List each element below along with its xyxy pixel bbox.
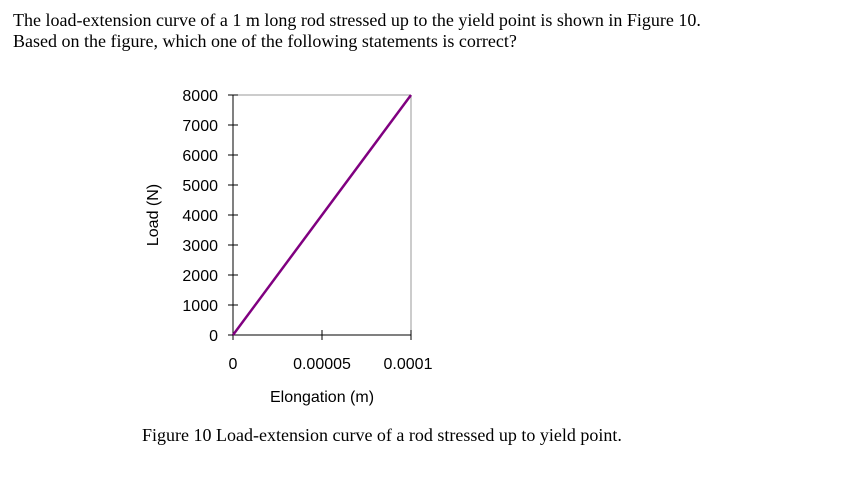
figure-caption: Figure 10 Load-extension curve of a rod …: [142, 425, 622, 445]
y-tick-label: 3000: [182, 238, 218, 255]
y-tick-label: 6000: [182, 148, 218, 165]
y-tick-label: 0: [209, 328, 218, 345]
x-tick-label: 0.00005: [293, 356, 351, 373]
question-line-2: Based on the figure, which one of the fo…: [13, 31, 517, 51]
y-tick-label: 2000: [182, 268, 218, 285]
y-tick-label: 1000: [182, 298, 218, 315]
x-axis-label: Elongation (m): [270, 389, 374, 406]
y-axis-label: Load (N): [145, 184, 162, 246]
x-tick-label: 0: [229, 356, 238, 373]
question-text: The load-extension curve of a 1 m long r…: [13, 10, 701, 52]
y-tick-label: 7000: [182, 118, 218, 135]
x-tick-label: 0.0001: [384, 356, 433, 373]
load-extension-line: [231, 94, 413, 336]
y-tick-label: 5000: [182, 178, 218, 195]
question-line-1: The load-extension curve of a 1 m long r…: [13, 10, 701, 30]
y-tick-label: 8000: [182, 88, 218, 105]
y-tick-label: 4000: [182, 208, 218, 225]
